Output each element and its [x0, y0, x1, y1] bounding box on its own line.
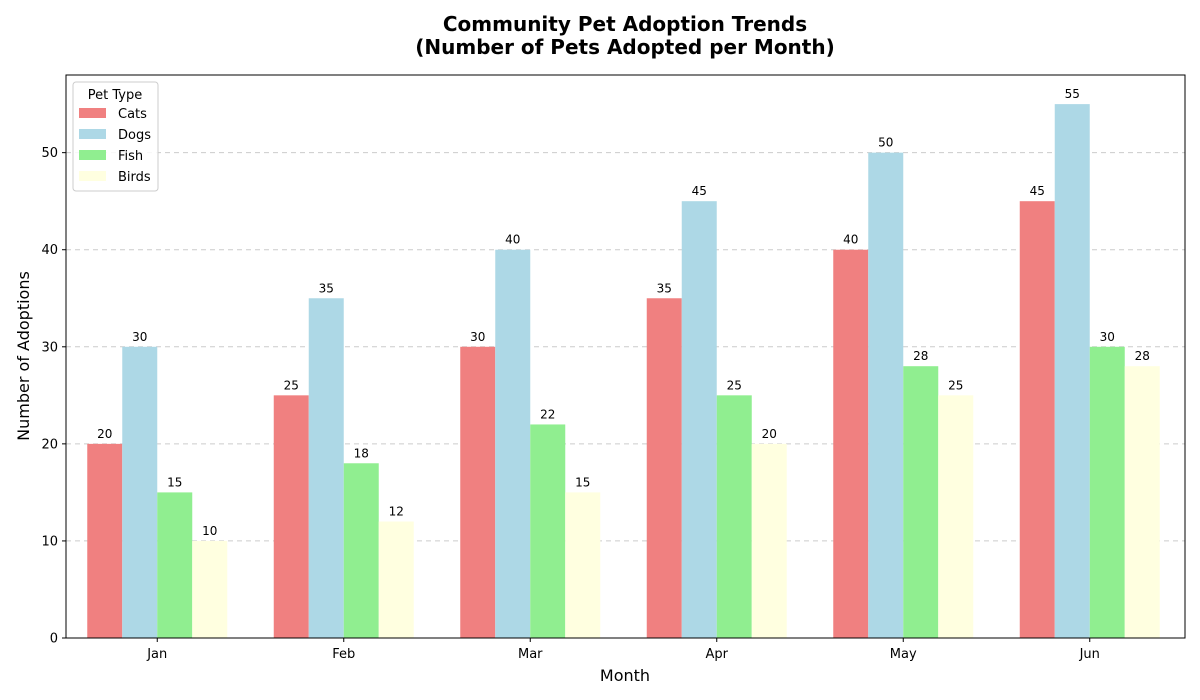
- data-label: 55: [1065, 87, 1080, 101]
- data-label: 40: [505, 233, 520, 247]
- legend-swatch-birds: [79, 171, 106, 181]
- bar-fish-jun: [1089, 346, 1125, 638]
- bar-fish-may: [903, 366, 939, 638]
- y-tick-label: 30: [41, 340, 58, 355]
- y-tick-label: 50: [41, 146, 58, 161]
- data-label: 25: [284, 378, 299, 392]
- bar-dogs-feb: [308, 298, 344, 638]
- y-axis-label: Number of Adoptions: [14, 271, 33, 441]
- chart-title-line-2: (Number of Pets Adopted per Month): [415, 35, 835, 59]
- bar-cats-jun: [1019, 201, 1055, 639]
- x-axis-label: Month: [600, 666, 650, 685]
- y-tick-label: 10: [41, 534, 58, 549]
- data-label: 30: [132, 330, 147, 344]
- data-label: 35: [657, 281, 672, 295]
- legend-swatch-dogs: [79, 129, 106, 139]
- bar-cats-apr: [646, 298, 682, 638]
- bar-cats-mar: [460, 346, 496, 638]
- legend-label-dogs: Dogs: [118, 128, 151, 143]
- y-tick-label: 20: [41, 437, 58, 452]
- plot-frame: [65, 74, 1186, 639]
- legend-label-cats: Cats: [118, 107, 147, 122]
- bar-fish-mar: [530, 424, 566, 638]
- chart-title-line-1: Community Pet Adoption Trends: [443, 12, 807, 36]
- bar-cats-feb: [273, 395, 309, 638]
- data-label: 50: [878, 136, 893, 150]
- bar-birds-feb: [378, 521, 414, 638]
- data-label: 18: [354, 446, 369, 460]
- y-axis-ticks: 0 10 20 30 40 50: [41, 146, 66, 647]
- bar-birds-jan: [192, 540, 228, 638]
- bar-fish-jan: [157, 492, 193, 638]
- data-label: 28: [1135, 349, 1150, 363]
- data-label: 25: [727, 378, 742, 392]
- bar-birds-mar: [565, 492, 601, 638]
- bar-birds-may: [938, 395, 974, 638]
- x-tick-label: Jun: [1079, 647, 1100, 662]
- data-label: 15: [575, 475, 590, 489]
- bar-birds-jun: [1124, 366, 1160, 638]
- data-label: 30: [470, 330, 485, 344]
- bar-dogs-jun: [1054, 104, 1090, 639]
- bar-dogs-jan: [122, 346, 158, 638]
- data-label: 30: [1100, 330, 1115, 344]
- data-label: 10: [202, 524, 217, 538]
- x-axis-ticks: Jan Feb Mar Apr May Jun: [146, 638, 1100, 662]
- legend-title: Pet Type: [88, 88, 142, 103]
- bar-cats-jan: [87, 443, 123, 638]
- bar-fish-apr: [716, 395, 752, 638]
- y-tick-label: 40: [41, 243, 58, 258]
- x-tick-label: Mar: [518, 647, 543, 662]
- x-tick-label: May: [890, 647, 917, 662]
- bar-dogs-mar: [495, 249, 531, 639]
- data-label: 45: [1030, 184, 1045, 198]
- legend-swatch-fish: [79, 150, 106, 160]
- x-tick-label: Jan: [146, 647, 167, 662]
- data-label: 25: [948, 378, 963, 392]
- bar-dogs-apr: [681, 201, 717, 639]
- bar-dogs-may: [868, 152, 904, 639]
- data-label: 15: [167, 475, 182, 489]
- legend-items: Cats Dogs Fish Birds: [79, 107, 151, 185]
- grid-lines: [66, 152, 1185, 542]
- legend-label-fish: Fish: [118, 149, 143, 164]
- data-label: 20: [97, 427, 112, 441]
- data-label: 12: [389, 505, 404, 519]
- bar-birds-apr: [751, 443, 787, 638]
- x-tick-label: Apr: [706, 647, 729, 662]
- x-tick-label: Feb: [332, 647, 355, 662]
- data-labels: 20 30 15 10 25 35 18 12 30 40 22 15 35 45 25 20 40 50 28 25…: [97, 87, 1150, 538]
- data-label: 22: [540, 407, 555, 421]
- bar-cats-may: [833, 249, 869, 639]
- y-tick-label: 0: [50, 632, 58, 647]
- data-label: 35: [319, 281, 334, 295]
- data-label: 40: [843, 233, 858, 247]
- legend: Pet Type Cats Dogs Fish Birds: [72, 81, 159, 192]
- data-label: 20: [762, 427, 777, 441]
- bars: [87, 104, 1160, 639]
- legend-label-birds: Birds: [118, 170, 151, 185]
- legend-swatch-cats: [79, 108, 106, 118]
- data-label: 28: [913, 349, 928, 363]
- data-label: 45: [692, 184, 707, 198]
- bar-fish-feb: [343, 463, 379, 638]
